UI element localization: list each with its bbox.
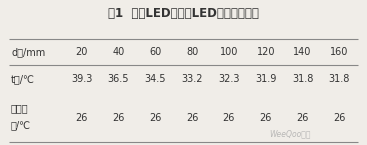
Text: 39.3: 39.3 bbox=[71, 74, 92, 84]
Text: 120: 120 bbox=[257, 47, 275, 57]
Text: 环境温: 环境温 bbox=[11, 103, 29, 113]
Text: 160: 160 bbox=[330, 47, 349, 57]
Text: 26: 26 bbox=[76, 113, 88, 123]
Text: 32.3: 32.3 bbox=[218, 74, 240, 84]
Text: 表1  不同LED间距下LED的温度变化值: 表1 不同LED间距下LED的温度变化值 bbox=[108, 7, 259, 20]
Text: 36.5: 36.5 bbox=[108, 74, 129, 84]
Text: 26: 26 bbox=[112, 113, 125, 123]
Text: 26: 26 bbox=[223, 113, 235, 123]
Text: 31.8: 31.8 bbox=[292, 74, 313, 84]
Text: 度/℃: 度/℃ bbox=[11, 120, 31, 130]
Text: 26: 26 bbox=[297, 113, 309, 123]
Text: 31.9: 31.9 bbox=[255, 74, 276, 84]
Text: 34.5: 34.5 bbox=[145, 74, 166, 84]
Text: 60: 60 bbox=[149, 47, 161, 57]
Text: t値/℃: t値/℃ bbox=[11, 74, 35, 84]
Text: 140: 140 bbox=[293, 47, 312, 57]
Text: 80: 80 bbox=[186, 47, 198, 57]
Text: 20: 20 bbox=[76, 47, 88, 57]
Text: 26: 26 bbox=[186, 113, 198, 123]
Text: 31.8: 31.8 bbox=[329, 74, 350, 84]
Text: 100: 100 bbox=[220, 47, 238, 57]
Text: 26: 26 bbox=[333, 113, 346, 123]
Text: d値/mm: d値/mm bbox=[11, 47, 45, 57]
Text: 26: 26 bbox=[149, 113, 161, 123]
Text: 40: 40 bbox=[112, 47, 124, 57]
Text: 26: 26 bbox=[259, 113, 272, 123]
Text: 33.2: 33.2 bbox=[181, 74, 203, 84]
Text: WeeQoo维库: WeeQoo维库 bbox=[269, 129, 311, 138]
